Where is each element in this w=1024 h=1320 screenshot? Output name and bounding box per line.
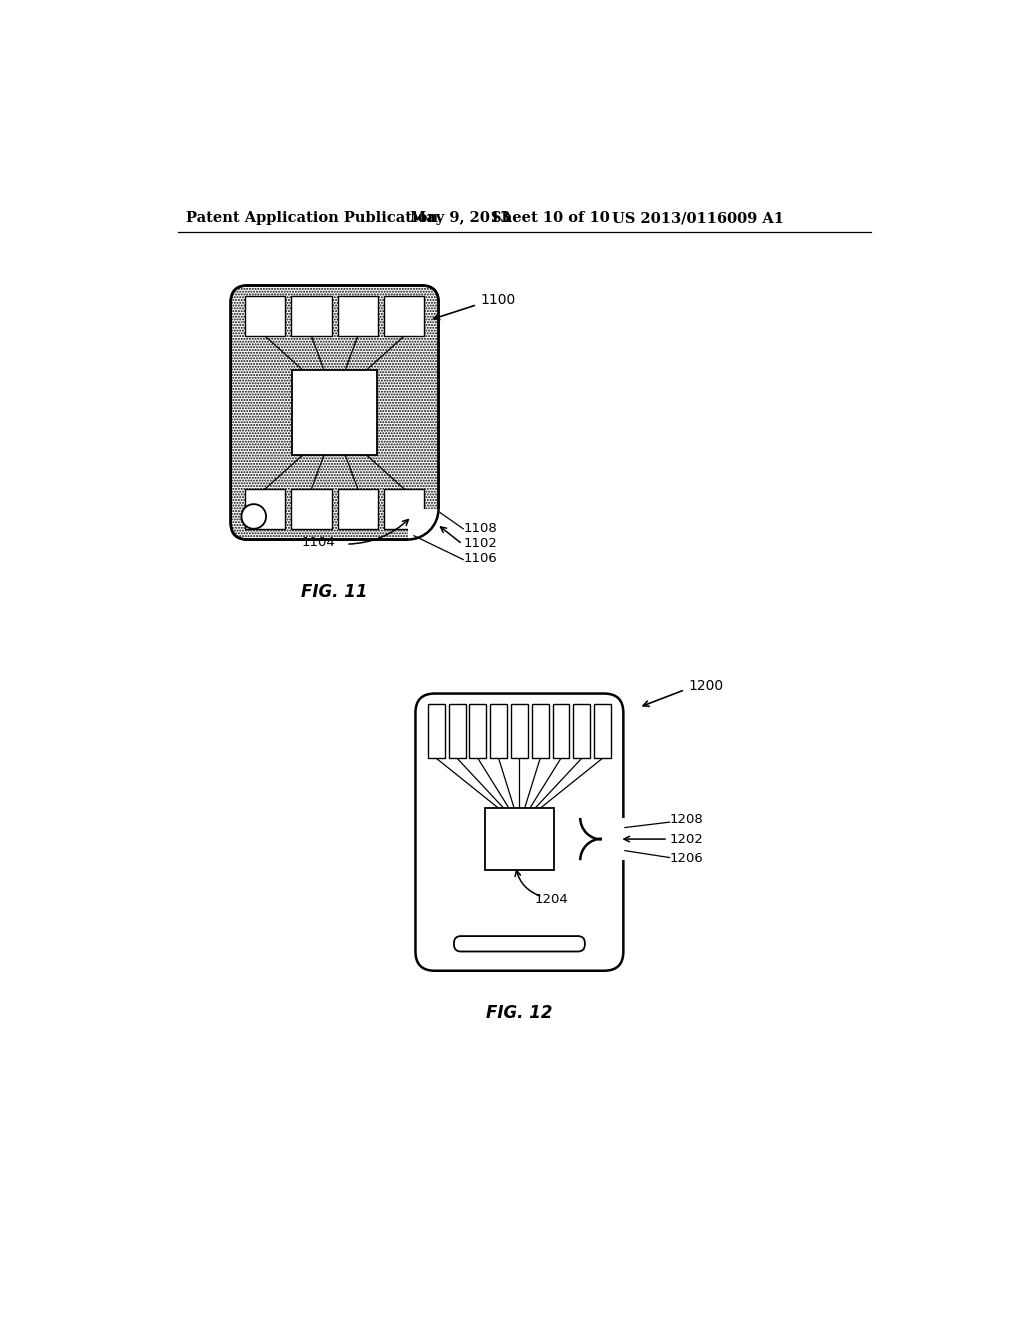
Bar — [511, 705, 528, 758]
Bar — [484, 808, 554, 870]
Text: US 2013/0116009 A1: US 2013/0116009 A1 — [611, 211, 783, 226]
Text: 1106: 1106 — [463, 552, 497, 565]
Bar — [602, 818, 628, 861]
Bar — [553, 705, 569, 758]
FancyBboxPatch shape — [416, 693, 624, 970]
FancyBboxPatch shape — [230, 285, 438, 540]
Text: May 9, 2013: May 9, 2013 — [410, 211, 510, 226]
Text: FIG. 12: FIG. 12 — [486, 1005, 553, 1022]
Bar — [338, 488, 378, 529]
Circle shape — [242, 504, 266, 529]
Bar — [338, 296, 378, 337]
Text: 1100: 1100 — [481, 293, 516, 308]
FancyBboxPatch shape — [454, 936, 585, 952]
Bar — [531, 705, 549, 758]
Text: 1108: 1108 — [463, 521, 497, 535]
Text: 1206: 1206 — [670, 851, 703, 865]
Bar — [246, 488, 286, 529]
Bar — [292, 488, 332, 529]
Bar — [573, 705, 590, 758]
Bar — [246, 296, 286, 337]
Text: Patent Application Publication: Patent Application Publication — [186, 211, 438, 226]
Text: 1102: 1102 — [463, 537, 497, 550]
Bar — [449, 705, 466, 758]
Bar — [292, 296, 332, 337]
Text: 1202: 1202 — [670, 833, 703, 846]
Bar — [594, 705, 611, 758]
Bar — [292, 370, 377, 455]
Text: 1208: 1208 — [670, 813, 703, 826]
Text: Sheet 10 of 10: Sheet 10 of 10 — [490, 211, 609, 226]
Bar — [408, 508, 442, 544]
Text: 1204: 1204 — [535, 892, 568, 906]
Bar — [384, 296, 424, 337]
Text: FIG. 11: FIG. 11 — [301, 583, 368, 601]
Text: 1200: 1200 — [688, 678, 723, 693]
Bar — [469, 705, 486, 758]
Bar — [384, 488, 424, 529]
Text: 1104: 1104 — [301, 536, 335, 549]
Bar — [490, 705, 507, 758]
Bar — [428, 705, 444, 758]
